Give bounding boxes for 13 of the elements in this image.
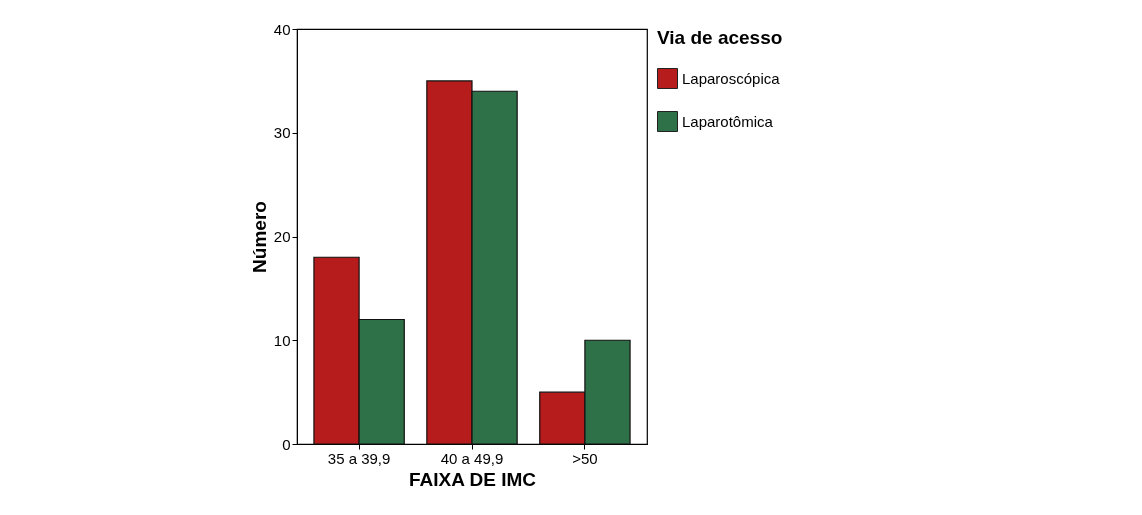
x-tick-label: 40 a 49,9 bbox=[440, 449, 504, 467]
y-tick-label: 40 bbox=[273, 20, 291, 38]
y-tick-label: 30 bbox=[273, 124, 291, 142]
x-tick-label: >50 bbox=[572, 449, 598, 467]
legend-label: Laparotômica bbox=[682, 112, 774, 130]
y-tick-label: 0 bbox=[282, 435, 291, 453]
x-axis-title: FAIXA DE IMC bbox=[408, 468, 537, 490]
y-tick-label: 10 bbox=[273, 331, 291, 349]
legend-title: Via de acesso bbox=[657, 27, 783, 48]
y-axis-title: Número bbox=[248, 201, 270, 273]
legend-label: Laparoscópica bbox=[682, 69, 781, 87]
x-tick-label: 35 a 39,9 bbox=[327, 449, 391, 467]
y-tick-label: 20 bbox=[273, 228, 291, 245]
